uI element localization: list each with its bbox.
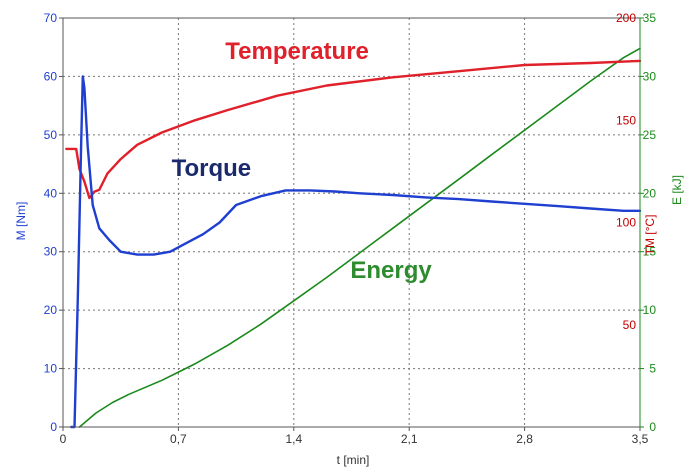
temperature-annotation: Temperature (225, 38, 369, 65)
temperature-tick-label: 150 (616, 113, 636, 127)
x-tick-label: 0 (60, 432, 67, 446)
torque-tick-label: 30 (44, 245, 58, 259)
torque-axis-label: M [Nm] (14, 202, 28, 241)
energy-tick-label: 5 (649, 362, 656, 376)
series-annotations: Temperature Torque Energy (172, 38, 433, 284)
temperature-tick-label: 200 (616, 11, 636, 25)
torque-tick-label: 20 (44, 303, 58, 317)
x-axis-label: t [min] (337, 453, 370, 467)
torque-tick-label: 60 (44, 69, 58, 83)
series-layer (65, 47, 642, 429)
torque-tick-label: 70 (44, 11, 58, 25)
temperature-tick-label: 100 (616, 216, 636, 230)
energy-axis-ticks: 0 5 10 15 20 25 30 35 (639, 11, 657, 434)
energy-series-line (78, 47, 641, 428)
torque-annotation: Torque (172, 155, 252, 182)
temperature-axis-label: TM [°C] (643, 215, 657, 256)
x-axis-ticks: 0 0,7 1,4 2,1 2,8 3,5 (60, 427, 649, 446)
torque-tick-label: 0 (50, 420, 57, 434)
torque-tick-label: 50 (44, 128, 58, 142)
energy-tick-label: 25 (643, 128, 657, 142)
energy-tick-label: 20 (643, 186, 657, 200)
temperature-series-line (65, 59, 642, 200)
energy-tick-label: 35 (643, 11, 657, 25)
energy-tick-label: 30 (643, 69, 657, 83)
energy-axis-label: E [kJ] (670, 175, 684, 205)
energy-annotation: Energy (350, 257, 432, 284)
torque-series-line (69, 75, 642, 429)
x-tick-label: 3,5 (632, 432, 649, 446)
energy-tick-label: 10 (643, 303, 657, 317)
torque-tick-label: 40 (44, 186, 58, 200)
x-tick-label: 0,7 (170, 432, 187, 446)
x-tick-label: 1,4 (285, 432, 302, 446)
energy-tick-label: 0 (649, 420, 656, 434)
torque-axis-ticks: 0 10 20 30 40 50 60 70 (44, 11, 63, 434)
torque-tick-label: 10 (44, 362, 58, 376)
x-tick-label: 2,8 (516, 432, 533, 446)
temperature-tick-label: 50 (623, 318, 637, 332)
temperature-axis-ticks: 50 100 150 200 (616, 11, 636, 332)
energy-tick-label: 15 (643, 245, 657, 259)
x-tick-label: 2,1 (401, 432, 418, 446)
